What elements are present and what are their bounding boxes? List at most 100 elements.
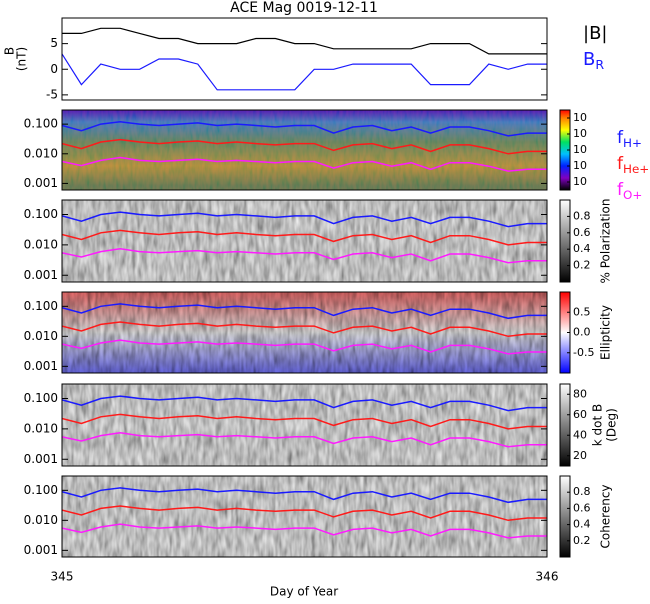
colorbar-tick-label: 10 [573, 175, 587, 188]
colorbar-tick-label: 0.5 [573, 305, 591, 318]
colorbar [559, 383, 571, 467]
legend-label: |B| [583, 23, 607, 44]
frequency-line [62, 339, 547, 355]
y-tick-label: 0.010 [24, 237, 58, 251]
y-tick-label: 0 [50, 62, 58, 76]
colorbar-label: Coherency [599, 484, 613, 548]
frequency-line [62, 211, 547, 228]
colorbar-tick-label: 0.2 [573, 259, 591, 272]
plot-area [62, 27, 547, 91]
frequency-line [62, 505, 547, 522]
y-tick-label: 0.100 [24, 299, 58, 313]
legend-label: BR [583, 49, 604, 72]
colorbar-tick-label: 80 [573, 387, 587, 400]
legend-label: fHe+ [617, 154, 649, 176]
colorbar [559, 475, 571, 558]
frequency-line [62, 321, 547, 338]
colorbar-tick-label: 0.4 [573, 242, 591, 255]
spectrogram-tint [62, 292, 547, 373]
colorbar-tick-label: -0.5 [573, 346, 594, 359]
frequency-line [62, 487, 547, 504]
colorbar-label: Ellipticity [599, 305, 613, 360]
y-tick-label: 0.010 [24, 146, 58, 160]
colorbar-tick-label: 10 [573, 159, 587, 172]
legend-name: f [617, 128, 624, 148]
panel-frame [61, 291, 548, 374]
frequency-line [62, 523, 547, 539]
frequency-line [62, 156, 547, 172]
colorbar-tick-label: 20 [573, 449, 587, 462]
colorbar-tick-label: 60 [573, 408, 587, 421]
x-tick-label: 345 [51, 570, 74, 584]
frequency-line [62, 121, 547, 137]
plot-area [62, 384, 547, 466]
colorbar-tick-label: 0.0 [573, 326, 591, 339]
colorbar-tick-label: 0.2 [573, 534, 591, 547]
y-tick-label: 0.001 [24, 543, 58, 557]
y-tick-label: 0.010 [24, 329, 58, 343]
spectrogram-texture [62, 476, 547, 557]
legend-subscript: O+ [623, 188, 642, 202]
y-axis-unit: (nT) [15, 47, 29, 71]
plot-area [62, 110, 547, 190]
panel-frame [61, 383, 548, 467]
colorbar-tick-label: 0.6 [573, 226, 591, 239]
y-tick-label: -5 [46, 87, 58, 101]
legend-name: f [617, 154, 624, 174]
panel-frame [61, 199, 548, 283]
colorbar-tick-label: 0.4 [573, 518, 591, 531]
y-tick-label: 0.001 [24, 452, 58, 466]
colorbar [559, 199, 571, 283]
plot-area [62, 200, 547, 282]
colorbar-tick-label: 40 [573, 428, 587, 441]
legend-subscript: H+ [623, 136, 642, 150]
plot-area [62, 476, 547, 557]
series-line [62, 53, 547, 91]
legend-name: B [583, 49, 595, 70]
plot-area [62, 292, 547, 373]
y-tick-label: 0.010 [24, 421, 58, 435]
y-tick-label: 5 [50, 36, 58, 50]
spectrogram-texture [62, 384, 547, 466]
y-tick-label: 0.100 [24, 117, 58, 131]
panel-frame [61, 109, 548, 191]
colorbar-label: k dot B [591, 404, 605, 446]
legend-name: |B| [583, 23, 607, 44]
frequency-line [62, 138, 547, 155]
y-tick-label: 0.001 [24, 268, 58, 282]
legend-label: fH+ [617, 128, 642, 150]
colorbar-tick-label: 10 [573, 127, 587, 140]
colorbar-tick-label: 10 [573, 111, 587, 124]
panel-frame [61, 17, 548, 101]
spectrogram-texture [62, 110, 547, 190]
legend-subscript: R [595, 57, 604, 72]
y-tick-label: 0.001 [24, 359, 58, 373]
legend-label: fO+ [617, 180, 642, 202]
y-tick-label: 0.010 [24, 513, 58, 527]
legend-name: f [617, 180, 624, 200]
spectrogram-texture [62, 200, 547, 282]
x-axis-label: Day of Year [270, 585, 338, 599]
frequency-line [62, 413, 547, 430]
frequency-line [62, 303, 547, 320]
colorbar-unit: (Deg) [605, 408, 619, 442]
colorbar-label: % Polarization [599, 199, 613, 284]
frequency-line [62, 395, 547, 412]
y-tick-label: 0.100 [24, 483, 58, 497]
panel-frame [61, 475, 548, 558]
y-tick-label: 0.100 [24, 207, 58, 221]
chart-title: ACE Mag 0019-12-11 [230, 0, 378, 16]
colorbar-tick-label: 0.6 [573, 501, 591, 514]
y-axis-label: B [3, 47, 17, 55]
frequency-line [62, 229, 547, 246]
frequency-line [62, 431, 547, 448]
y-tick-label: 0.100 [24, 391, 58, 405]
x-tick-label: 346 [536, 570, 559, 584]
series-line [62, 27, 547, 55]
colorbar-tick-label: 0.8 [573, 485, 591, 498]
colorbar-tick-label: 0.8 [573, 209, 591, 222]
legend-subscript: He+ [623, 162, 649, 176]
y-tick-label: 0.001 [24, 176, 58, 190]
colorbar-tick-label: 10 [573, 143, 587, 156]
